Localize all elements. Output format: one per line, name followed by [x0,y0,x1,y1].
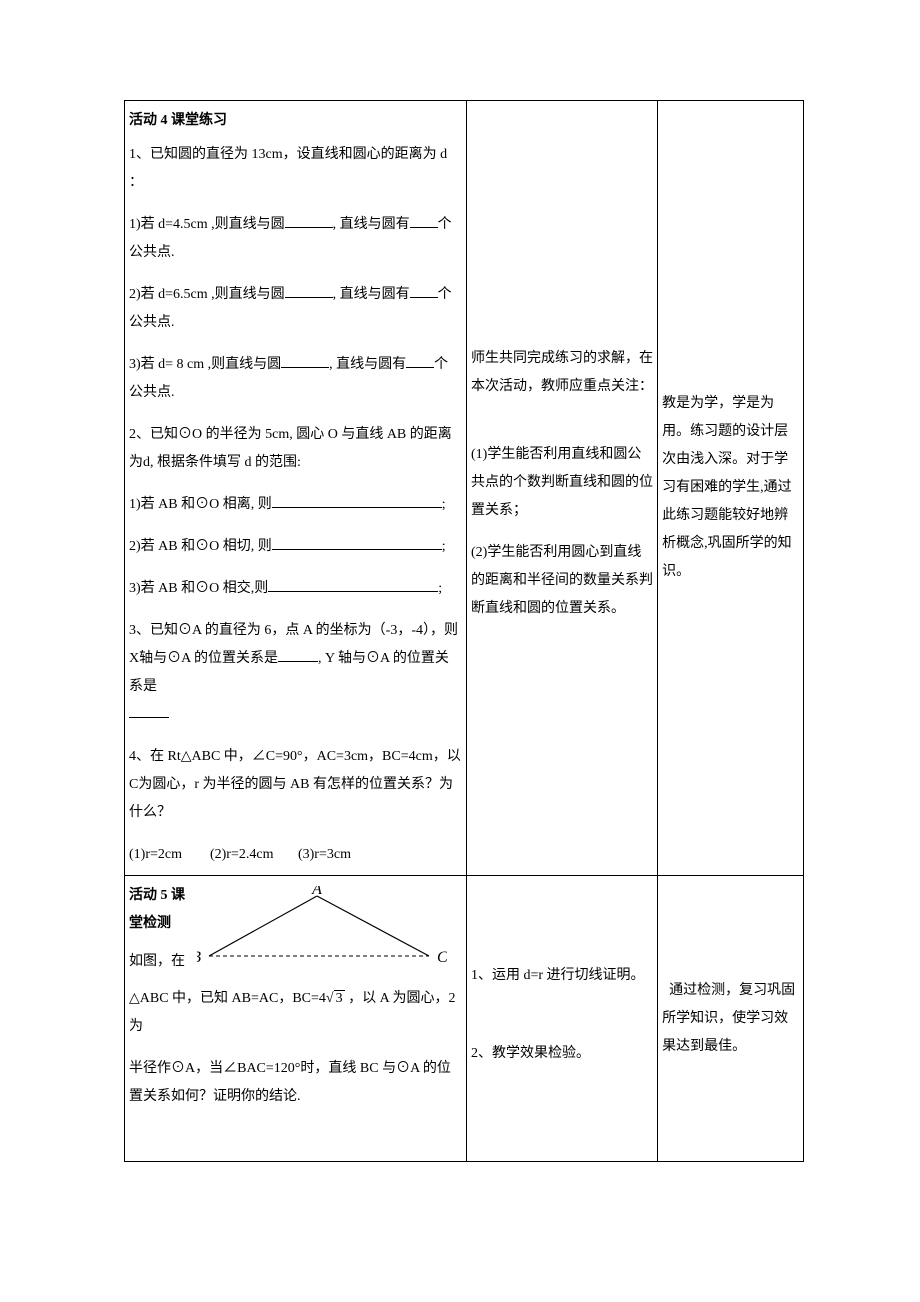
q3: 3、已知⊙A 的直径为 6，点 A 的坐标为（-3，-4），则 X轴与⊙A 的位… [129,617,462,729]
triangle-diagram: A B C [197,886,447,971]
lesson-table: 活动 4 课堂练习 1、已知圆的直径为 13cm，设直线和圆心的距离为 d ： … [124,100,804,1162]
q2-2a: 2)若 AB 和⊙O 相切, 则 [129,539,272,554]
blank [285,283,333,298]
cell-activity4-left: 活动 4 课堂练习 1、已知圆的直径为 13cm，设直线和圆心的距离为 d ： … [125,101,467,876]
right-p1: 教是为学，学是为用。练习题的设计层次由浅入深。对于学习有困难的学生,通过此练习题… [662,390,799,586]
blank [406,353,434,368]
spacer [471,1004,653,1034]
mid2-p2: 2、教学效果检验。 [471,1040,653,1068]
sqrt-sign-icon [326,991,334,1006]
sqrt-inner: 3 [334,990,345,1006]
q4-opts: (1)r=2cm (2)r=2.4cm (3)r=3cm [129,841,462,869]
table-row: 活动 5 课堂检测 如图，在 A B C △ABC 中，已知 AB=AC，BC=… [125,876,804,1162]
activity5-textcol: 活动 5 课堂检测 如图，在 [129,882,197,976]
q1-1b: , 直线与圆有 [333,217,410,232]
blank [268,577,438,592]
q2-2: 2)若 AB 和⊙O 相切, 则; [129,533,462,561]
q2-3b: ; [438,581,442,596]
spacer [129,1125,462,1155]
cell-activity5-mid: 1、运用 d=r 进行切线证明。 2、教学效果检验。 [467,876,658,1162]
activity5-top: 活动 5 课堂检测 如图，在 A B C [129,882,462,979]
blank [278,647,318,662]
q4-intro: 4、在 Rt△ABC 中，∠C=90°，AC=3cm，BC=4cm，以 C为圆心… [129,743,462,827]
mid-p3: (2)学生能否利用圆心到直线的距离和半径间的数量关系判断直线和圆的位置关系。 [471,539,653,623]
page: 活动 4 课堂练习 1、已知圆的直径为 13cm，设直线和圆心的距离为 d ： … [0,0,920,1282]
activity5-line2: 半径作⊙A，当∠BAC=120°时，直线 BC 与⊙A 的位置关系如何？证明你的… [129,1055,462,1111]
q2-2b: ; [442,539,446,554]
cell-activity5-right: 通过检测，复习巩固所学知识，使学习效果达到最佳。 [658,876,804,1162]
mid-p2: (1)学生能否利用直线和圆公共点的个数判断直线和圆的位置关系； [471,441,653,525]
q1-1: 1)若 d=4.5cm ,则直线与圆, 直线与圆有个公共点. [129,211,462,267]
blank [285,213,333,228]
table-row: 活动 4 课堂练习 1、已知圆的直径为 13cm，设直线和圆心的距离为 d ： … [125,101,804,876]
mid-p1: 师生共同完成练习的求解，在本次活动，教师应重点关注： [471,345,653,401]
sqrt-coef: 4 [319,991,326,1006]
q2-intro: 2、已知⊙O 的半径为 5cm, 圆心 O 与直线 AB 的距离为d, 根据条件… [129,421,462,477]
activity4-heading: 活动 4 课堂练习 [129,107,462,135]
q1-3b: , 直线与圆有 [329,357,406,372]
q1-2: 2)若 d=6.5cm ,则直线与圆, 直线与圆有个公共点. [129,281,462,337]
label-B: B [197,949,201,966]
cell-activity5-left: 活动 5 课堂检测 如图，在 A B C △ABC 中，已知 AB=AC，BC=… [125,876,467,1162]
label-A: A [311,886,322,898]
blank [281,353,329,368]
mid2-p1: 1、运用 d=r 进行切线证明。 [471,962,653,990]
q2-3: 3)若 AB 和⊙O 相交,则; [129,575,462,603]
cell-activity4-right: 教是为学，学是为用。练习题的设计层次由浅入深。对于学习有困难的学生,通过此练习题… [658,101,804,876]
blank [272,493,442,508]
q2-1: 1)若 AB 和⊙O 相离, 则; [129,491,462,519]
activity5-line1: △ABC 中，已知 AB=AC，BC=43 ，以 A 为圆心，2 为 [129,985,462,1041]
spacer [471,415,653,435]
q2-3a: 3)若 AB 和⊙O 相交,则 [129,581,268,596]
q1-intro: 1、已知圆的直径为 13cm，设直线和圆心的距离为 d ： [129,141,462,197]
q1-3a: 3)若 d= 8 cm ,则直线与圆 [129,357,281,372]
blank [272,535,442,550]
right2-p1: 通过检测，复习巩固所学知识，使学习效果达到最佳。 [662,977,799,1061]
q1-3: 3)若 d= 8 cm ,则直线与圆, 直线与圆有个公共点. [129,351,462,407]
blank [410,213,438,228]
q1-1a: 1)若 d=4.5cm ,则直线与圆 [129,217,285,232]
cell-activity4-mid: 师生共同完成练习的求解，在本次活动，教师应重点关注： (1)学生能否利用直线和圆… [467,101,658,876]
q1-2b: , 直线与圆有 [333,287,410,302]
q2-1b: ; [442,497,446,512]
activity5-pre: 如图，在 [129,948,197,976]
line-a: △ABC 中，已知 AB=AC，BC= [129,991,319,1006]
blank [129,703,169,718]
activity5-heading: 活动 5 课堂检测 [129,882,197,938]
q1-2a: 2)若 d=6.5cm ,则直线与圆 [129,287,285,302]
blank [410,283,438,298]
q2-1a: 1)若 AB 和⊙O 相离, 则 [129,497,272,512]
label-C: C [437,949,447,966]
